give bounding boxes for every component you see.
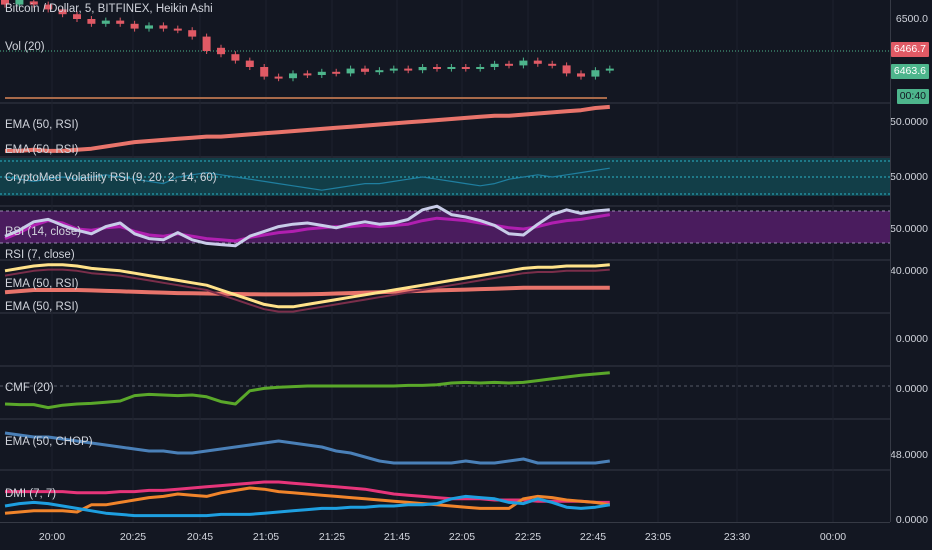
price-axis-label: 6500.0 (895, 13, 928, 25)
pane-ema-rsi2-label-2: EMA (50, RSI) (5, 301, 79, 313)
time-tick-3: 21:05 (252, 531, 280, 543)
candle-body-39 (562, 65, 571, 74)
time-tick-11: 00:00 (819, 531, 847, 543)
candle-body-8 (116, 20, 125, 24)
candle-body-18 (260, 67, 269, 77)
cmf-line (4, 371, 610, 410)
candle-body-24 (346, 68, 355, 74)
candle-body-40 (577, 73, 585, 77)
ema-rsi2-yellow (4, 263, 610, 309)
time-tick-5: 21:45 (383, 531, 411, 543)
candle-body-34 (490, 63, 499, 67)
cryptomed-line (4, 167, 610, 191)
pane-price-symbol-label: Bitcoin / Dollar, 5, BITFINEX, Heikin As… (5, 3, 213, 15)
dmi-orange-line (4, 486, 611, 515)
candle-body-2 (29, 1, 38, 5)
pane-price-vol-label: Vol (20) (5, 41, 45, 53)
chop-axis-label: 48.0000 (890, 449, 928, 461)
candle-body-16 (231, 54, 240, 61)
ema-rsi2-axis-label: 40.0000 (890, 265, 928, 277)
candle-body-21 (303, 73, 312, 76)
candle-body-9 (130, 23, 139, 29)
last-price-tag: 6466.7 (890, 42, 929, 57)
pane-cmf-label: CMF (20) (5, 382, 54, 394)
candle-body-27 (389, 68, 398, 71)
candle-body-41 (591, 70, 600, 77)
price-axis-border (890, 0, 891, 522)
candle-body-35 (505, 63, 513, 66)
cmf-axis-label: 0.0000 (895, 383, 928, 395)
pane-rsi14-label: RSI (14, close) (5, 226, 82, 238)
cryptomed-axis-label: 50.0000 (890, 171, 928, 183)
candle-body-22 (317, 71, 326, 75)
time-tick-10: 23:30 (723, 531, 751, 543)
dmi-axis-label: 0.0000 (895, 514, 928, 526)
time-tick-1: 20:25 (119, 531, 147, 543)
time-tick-4: 21:25 (318, 531, 346, 543)
candle-body-32 (461, 67, 470, 69)
candle-body-25 (361, 68, 369, 72)
dmi-pink-line (5, 480, 610, 504)
candle-body-37 (533, 60, 542, 64)
candle-body-29 (418, 67, 427, 71)
pane-ema-chop-label: EMA (50, CHOP) (5, 436, 93, 448)
candle-body-12 (173, 28, 182, 31)
time-tick-2: 20:45 (186, 531, 214, 543)
candle-body-4 (58, 9, 67, 15)
pane-ema-rsi-label-2: EMA (50, RSI) (5, 144, 79, 156)
candle-body-10 (145, 25, 153, 29)
candle-body-3 (44, 4, 53, 10)
candle-body-0 (1, 0, 9, 5)
candle-body-30 (433, 67, 441, 69)
blank-pane-axis-label: 0.0000 (895, 333, 928, 345)
pane-ema-rsi-label-1: EMA (50, RSI) (5, 119, 79, 131)
candle-body-14 (202, 36, 211, 51)
candle-body-20 (289, 73, 297, 79)
ema-rsi-line (5, 104, 610, 153)
pane-ema-rsi2-label-1: EMA (50, RSI) (5, 278, 79, 290)
candle-body-33 (476, 67, 485, 69)
chop-line (4, 431, 611, 465)
candle-body-26 (375, 70, 384, 73)
countdown-tag: 00:40 (896, 89, 929, 104)
candle-body-17 (245, 60, 254, 67)
candle-body-5 (73, 14, 81, 19)
time-axis-border (0, 522, 890, 523)
candle-body-6 (87, 19, 96, 24)
time-tick-7: 22:25 (514, 531, 542, 543)
candle-body-1 (15, 0, 24, 5)
candle-body-28 (404, 68, 413, 71)
candle-body-36 (519, 60, 528, 66)
candle-body-13 (188, 30, 197, 37)
candle-body-11 (159, 25, 168, 29)
time-tick-9: 23:05 (644, 531, 672, 543)
dmi-blue-line (4, 494, 611, 518)
ema-rsi2-dark (4, 268, 610, 313)
time-tick-8: 22:45 (579, 531, 607, 543)
secondary-price-tag: 6463.6 (890, 64, 929, 79)
time-tick-0: 20:00 (38, 531, 66, 543)
candle-body-15 (217, 47, 225, 55)
candle-body-42 (605, 68, 614, 71)
time-tick-6: 22:05 (448, 531, 476, 543)
pane-cryptomed-label: CryptoMed Volatility RSI (9, 20, 2, 14, … (5, 172, 217, 184)
pane-dmi-label: DMI (7, 7) (5, 488, 57, 500)
pane-rsi7-label: RSI (7, close) (5, 249, 75, 261)
candle-body-19 (274, 76, 283, 79)
candle-body-7 (101, 20, 110, 24)
ema-rsi2-salmon (4, 285, 610, 297)
candle-body-31 (447, 67, 456, 69)
rsi-axis-label: 50.0000 (890, 223, 928, 235)
rsi-band (0, 211, 890, 243)
rsi7-line (4, 204, 610, 248)
ema-rsi-axis-label: 50.0000 (890, 116, 928, 128)
candle-body-38 (548, 63, 557, 66)
candle-body-23 (332, 71, 341, 74)
